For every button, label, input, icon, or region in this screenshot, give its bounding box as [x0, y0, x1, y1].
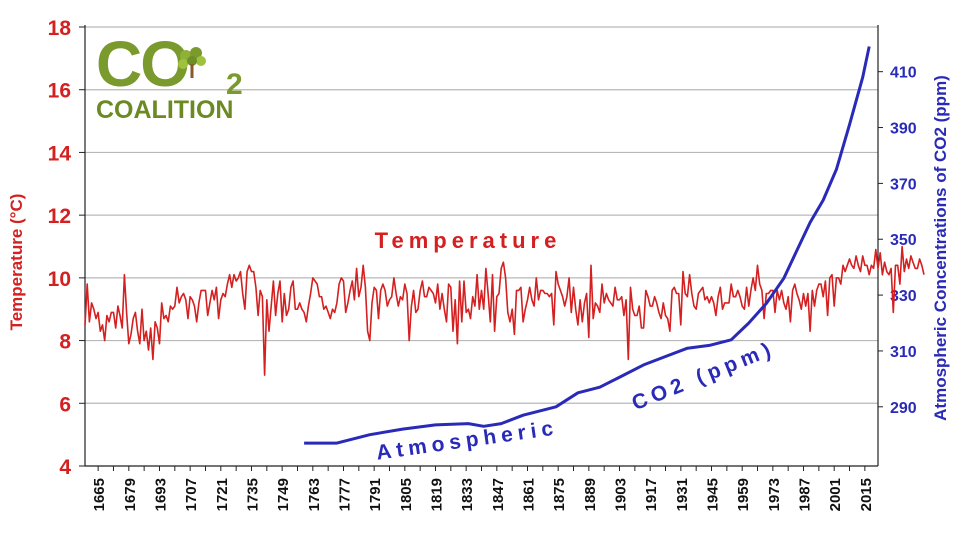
x-tick-label: 1833: [459, 478, 476, 511]
right-axis-ticks: 290 310 330 350 370 390 410: [878, 65, 917, 417]
x-axis-ticks: 1665 1679 1693 1707 1721 1735 1749 1763 1777 1791…: [91, 466, 875, 511]
x-tick-label: 1945: [705, 478, 722, 511]
x-tick-label: 1889: [582, 478, 599, 511]
x-tick-label: 1665: [91, 478, 108, 511]
gridlines: [85, 26, 878, 404]
logo-subscript: 2: [226, 68, 243, 101]
right-axis-label: Atmospheric Concentrations of CO2 (ppm): [931, 75, 950, 421]
right-tick-label: 290: [890, 400, 917, 417]
right-tick-label: 330: [890, 288, 917, 305]
x-tick-label: 1707: [183, 478, 200, 511]
x-tick-label: 1735: [244, 478, 261, 511]
x-tick-label: 1861: [521, 478, 538, 511]
right-tick-label: 370: [890, 176, 917, 193]
x-tick-label: 1987: [797, 478, 814, 511]
x-tick-label: 1917: [643, 478, 660, 511]
left-tick-label: 6: [59, 393, 71, 416]
x-tick-label: 1805: [398, 478, 415, 511]
x-tick-label: 1693: [152, 478, 169, 511]
x-tick-label: 1749: [275, 478, 292, 511]
left-tick-label: 16: [48, 80, 71, 103]
left-tick-label: 4: [59, 456, 71, 479]
tree-icon: [178, 47, 206, 78]
right-tick-label: 410: [890, 65, 917, 82]
co2-coalition-logo: CO 2 COALITION: [96, 28, 243, 124]
x-tick-label: 1777: [336, 478, 353, 511]
series-lines: [84, 46, 925, 445]
logo-co-letters: CO: [96, 28, 188, 100]
co2-series-line: [304, 46, 871, 445]
left-tick-label: 10: [48, 268, 71, 291]
x-tick-label: 2001: [827, 478, 844, 511]
left-tick-label: 8: [59, 331, 71, 354]
x-tick-label: 1721: [214, 478, 231, 511]
left-axis-ticks: 4 6 8 10 12 14 16 18: [48, 17, 85, 479]
logo-coalition-text: COALITION: [96, 96, 234, 124]
left-tick-label: 18: [48, 17, 72, 40]
x-tick-label: 1763: [306, 478, 323, 511]
x-tick-label: 1931: [674, 478, 691, 511]
x-tick-label: 1875: [551, 478, 568, 511]
annotation-temperature: Temperature: [375, 228, 562, 253]
left-tick-label: 14: [48, 142, 72, 165]
right-tick-label: 350: [890, 232, 917, 249]
x-tick-label: 1903: [613, 478, 630, 511]
x-tick-label: 2015: [858, 478, 875, 511]
temperature-series-line: [84, 245, 925, 376]
left-axis-label: Temperature (°C): [7, 194, 26, 331]
x-tick-label: 1959: [735, 478, 752, 511]
x-tick-label: 1847: [490, 478, 507, 511]
left-tick-label: 12: [48, 205, 71, 228]
right-tick-label: 310: [890, 344, 917, 361]
x-tick-label: 1819: [428, 478, 445, 511]
x-tick-label: 1679: [122, 478, 139, 511]
x-tick-label: 1791: [367, 478, 384, 511]
x-tick-label: 1973: [766, 478, 783, 511]
right-tick-label: 390: [890, 121, 917, 138]
